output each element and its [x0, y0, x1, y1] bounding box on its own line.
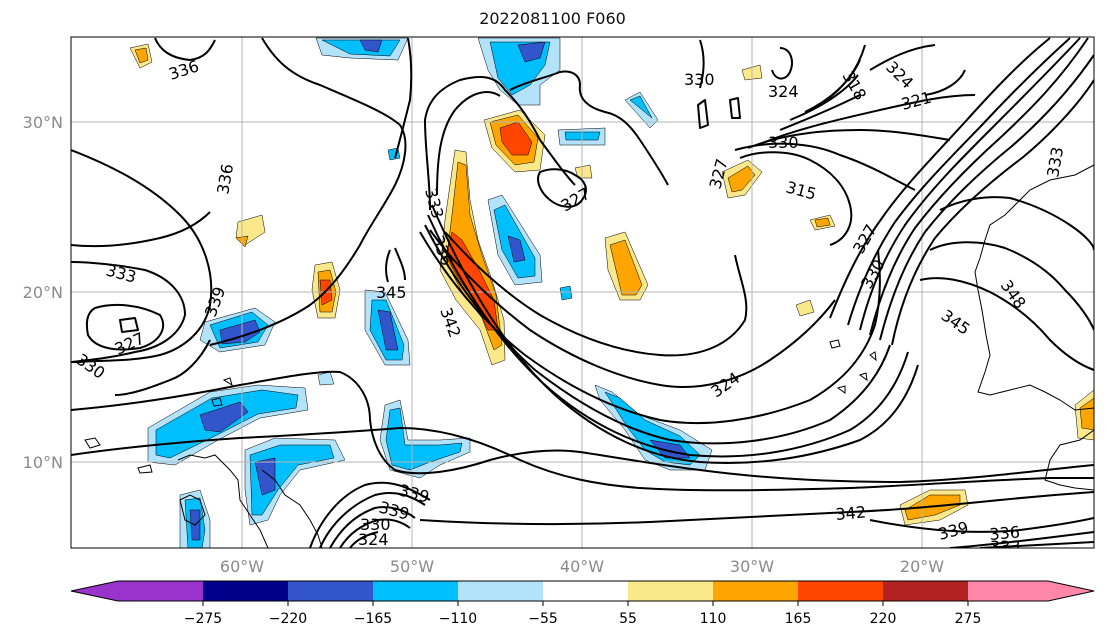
contour-lines — [71, 37, 1094, 548]
colorbar-tick-label: −275 — [184, 611, 222, 627]
latitude-labels: 30°N 20°N 10°N — [23, 113, 63, 472]
colorbar-extend-min — [71, 581, 118, 601]
lon-label: 20°W — [900, 557, 944, 576]
lon-label: 40°W — [560, 557, 604, 576]
contour-label: 330 — [360, 515, 391, 534]
lon-label: 30°W — [730, 557, 774, 576]
colorbar-outline — [70, 580, 1095, 602]
colorbar-segment — [968, 581, 1048, 601]
colorbar-segment — [288, 581, 373, 601]
contour-label: 345 — [376, 283, 407, 302]
colorbar-tick-label: −220 — [269, 611, 307, 627]
colorbar-segment — [883, 581, 968, 601]
colorbar-tick-label: 55 — [619, 611, 637, 627]
colorbar-segment — [118, 581, 203, 601]
contour-label: 336 — [989, 522, 1021, 544]
map-title: 2022081100 F060 — [479, 9, 626, 28]
contour-label: 324 — [768, 82, 799, 101]
lon-label: 50°W — [390, 557, 434, 576]
gridlines — [71, 37, 1094, 548]
contour-label: 324 — [358, 530, 389, 549]
colorbar-tick-label: 110 — [700, 611, 727, 627]
shaded-anomaly-fields — [129, 37, 1094, 548]
longitude-labels: 60°W 50°W 40°W 30°W 20°W — [220, 557, 944, 576]
colorbar-segment — [798, 581, 883, 601]
colorbar-segment — [203, 581, 288, 601]
lat-label: 10°N — [23, 453, 63, 472]
colorbar-segment — [458, 581, 543, 601]
colorbar-tick-label: 275 — [955, 611, 982, 627]
colorbar-tick-label: −110 — [439, 611, 477, 627]
colorbar-segment — [373, 581, 458, 601]
colorbar-tick-label: 220 — [870, 611, 897, 627]
contour-label: 330 — [684, 70, 715, 89]
colorbar-tick-label: −165 — [354, 611, 392, 627]
colorbar-segment — [628, 581, 713, 601]
colorbar-segment — [713, 581, 798, 601]
lon-label: 60°W — [220, 557, 264, 576]
map-frame — [70, 36, 1095, 549]
contour-label: 342 — [835, 502, 867, 524]
colorbar-extend-max — [1048, 581, 1094, 601]
colorbar-tick-label: −55 — [528, 611, 558, 627]
lat-label: 30°N — [23, 113, 63, 132]
contour-label: 330 — [768, 133, 799, 152]
colorbar-tick-label: 165 — [785, 611, 812, 627]
lat-label: 20°N — [23, 283, 63, 302]
colorbar-segment — [543, 581, 628, 601]
colorbar: −275 −220 −165 −110 −55 55 110 165 220 2… — [70, 580, 1095, 627]
contour-label: 333 — [990, 537, 1021, 556]
map-area: 336 336 333 339 327 330 333 336 345 342 … — [71, 37, 1094, 556]
